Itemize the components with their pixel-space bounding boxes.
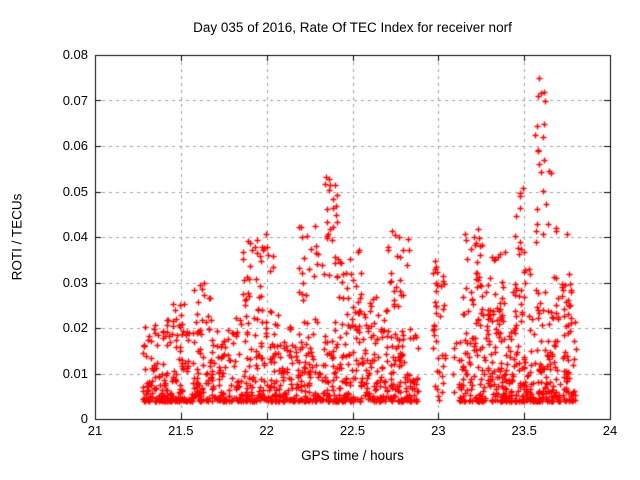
y-axis-label: ROTI / TECUs bbox=[9, 193, 25, 281]
y-tick-label: 0.04 bbox=[62, 229, 88, 244]
y-tick-label: 0.05 bbox=[62, 183, 88, 199]
x-tick-label: 21.5 bbox=[168, 423, 194, 438]
y-tick-label: 0.02 bbox=[62, 320, 88, 335]
x-tick-label: 22.5 bbox=[339, 423, 366, 438]
x-tick-label: 24 bbox=[602, 423, 618, 438]
y-tick-label: 0.07 bbox=[62, 92, 88, 108]
x-tick-label: 22 bbox=[259, 423, 274, 438]
x-tick-label: 23.5 bbox=[511, 423, 537, 438]
y-tick-label: 0.01 bbox=[62, 365, 88, 381]
y-tick-label: 0.06 bbox=[62, 138, 88, 153]
y-tick-label: 0.08 bbox=[62, 47, 88, 62]
x-tick-label: 21 bbox=[87, 423, 103, 438]
x-axis-label: GPS time / hours bbox=[301, 448, 404, 463]
x-tick-label: 23 bbox=[431, 423, 446, 438]
y-tick-label: 0.03 bbox=[62, 274, 88, 290]
y-tick-label: 0 bbox=[80, 411, 88, 426]
